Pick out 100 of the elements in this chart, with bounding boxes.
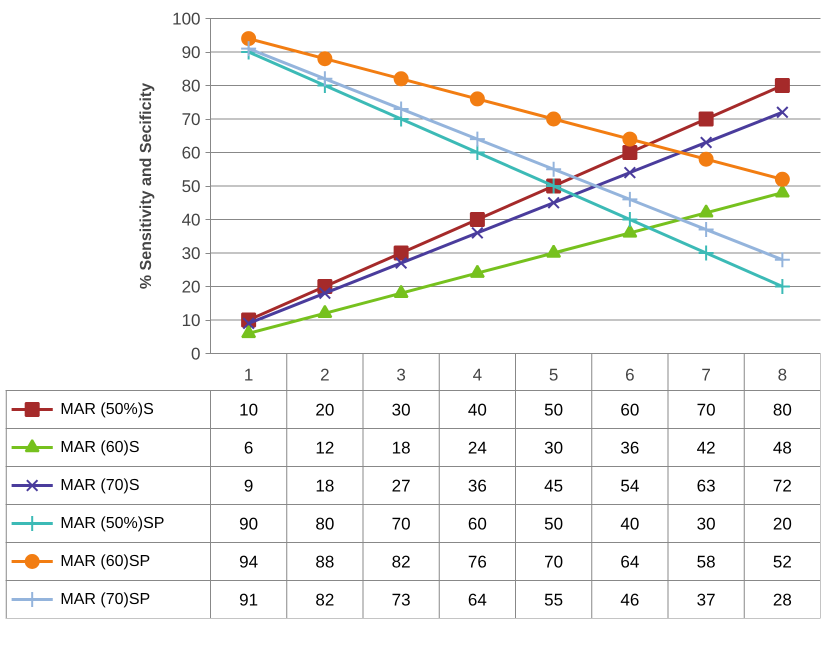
point [776, 106, 789, 119]
y-tick-label: 60 [182, 144, 201, 162]
data-label: 76 [468, 552, 487, 572]
data-label: 72 [772, 476, 792, 496]
point [621, 211, 638, 228]
data-label: 6 [244, 438, 254, 458]
point [392, 100, 410, 118]
point [317, 51, 332, 66]
data-label: 60 [620, 400, 640, 420]
point [774, 278, 791, 295]
data-label: 18 [315, 476, 334, 496]
y-tick-label: 80 [182, 76, 201, 96]
data-label: 9 [244, 476, 254, 496]
y-tick-label: 30 [182, 244, 201, 263]
y-tick-label: 90 [182, 43, 201, 62]
data-label: 10 [239, 400, 258, 420]
data-label: 82 [392, 552, 411, 572]
data-label: 64 [620, 552, 640, 572]
point [621, 190, 638, 208]
point [242, 317, 255, 330]
data-label: 37 [696, 590, 716, 610]
data-label: 52 [772, 552, 792, 572]
point [471, 226, 484, 240]
legend-label: MAR (70)SP [60, 591, 150, 608]
point [545, 160, 562, 178]
data-label: 20 [772, 514, 792, 534]
point [774, 78, 790, 93]
data-label: 24 [468, 438, 487, 458]
x-tick-label: 2 [320, 366, 330, 384]
data-label: 42 [696, 438, 716, 458]
x-tick-label: 3 [396, 366, 406, 384]
point [622, 132, 638, 147]
point [240, 40, 258, 58]
point [394, 71, 409, 86]
point [470, 91, 485, 106]
y-tick-label: 100 [172, 10, 201, 28]
x-tick-label: 4 [472, 366, 482, 384]
point [318, 286, 332, 300]
data-label: 46 [620, 590, 640, 610]
point [698, 221, 715, 238]
data-label: 27 [392, 476, 411, 496]
x-tick-label: 5 [548, 366, 558, 384]
data-label: 64 [468, 590, 487, 610]
data-label: 91 [239, 590, 258, 610]
data-label: 30 [696, 514, 716, 534]
legend-label: MAR (60)S [60, 439, 140, 456]
point [700, 136, 712, 149]
y-axis-title: % Sensitivity and Secificity [138, 82, 156, 290]
data-label: 80 [772, 400, 792, 420]
y-tick-label: 40 [182, 210, 201, 230]
x-tick-label: 8 [778, 366, 788, 384]
point [546, 112, 562, 126]
y-tick-label: 10 [182, 311, 201, 330]
point [394, 246, 409, 260]
data-label: 48 [772, 438, 792, 458]
data-label: 88 [315, 552, 334, 572]
data-label: 40 [620, 514, 640, 534]
data-label: 73 [392, 590, 411, 610]
data-label: 36 [468, 476, 487, 496]
data-label: 12 [315, 438, 334, 458]
legend-label: MAR (70)S [60, 477, 140, 494]
point [698, 112, 714, 126]
data-label: 90 [239, 514, 258, 534]
data-label: 70 [696, 400, 716, 420]
data-label: 70 [392, 514, 411, 534]
data-label: 50 [544, 400, 564, 420]
data-label: 70 [544, 552, 564, 572]
legend-label: MAR (50%)SP [60, 515, 164, 532]
data-label: 82 [315, 590, 334, 610]
data-label: 20 [315, 400, 334, 420]
data-label: 30 [544, 438, 564, 458]
y-tick-label: 70 [182, 110, 201, 129]
data-label: 40 [468, 400, 487, 420]
point [547, 196, 560, 210]
point [774, 172, 790, 187]
data-label: 80 [315, 514, 334, 534]
data-label: 28 [772, 590, 792, 610]
data-label: 60 [468, 514, 487, 534]
data-label: 18 [392, 438, 411, 458]
data-label: 54 [620, 476, 640, 496]
data-label: 30 [392, 400, 411, 420]
data-label: 55 [544, 590, 564, 610]
y-tick-label: 20 [182, 278, 201, 296]
point [241, 31, 256, 46]
data-label: 50 [544, 514, 564, 534]
point [394, 256, 408, 270]
point [622, 145, 638, 160]
point [624, 166, 636, 179]
x-tick-label: 7 [701, 366, 711, 384]
point [774, 251, 791, 268]
data-label: 45 [544, 476, 564, 496]
data-label: 63 [696, 476, 716, 496]
y-tick-label: 50 [182, 177, 201, 196]
legend-label: MAR (50%)S [60, 401, 154, 418]
point [316, 70, 334, 88]
data-label: 58 [696, 552, 716, 572]
point [698, 244, 715, 262]
point [468, 130, 486, 148]
point [698, 152, 714, 167]
point [470, 212, 485, 227]
